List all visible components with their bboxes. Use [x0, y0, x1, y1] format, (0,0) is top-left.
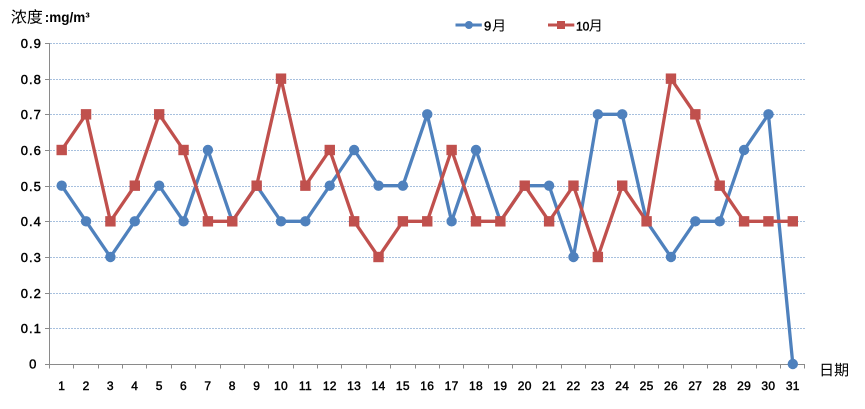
svg-text:0.4: 0.4 [21, 214, 42, 229]
svg-text:24: 24 [615, 379, 629, 393]
svg-text:17: 17 [445, 379, 459, 393]
svg-text:20: 20 [518, 379, 532, 393]
svg-text:19: 19 [493, 379, 507, 393]
svg-text:14: 14 [372, 379, 386, 393]
svg-text:12: 12 [323, 379, 337, 393]
svg-text:0.5: 0.5 [21, 179, 42, 194]
svg-text:9: 9 [484, 19, 491, 34]
svg-text:9: 9 [253, 379, 260, 393]
svg-text:0.2: 0.2 [21, 286, 42, 301]
svg-text:2: 2 [83, 379, 90, 393]
svg-text:29: 29 [737, 379, 751, 393]
svg-text:31: 31 [786, 379, 800, 393]
svg-text:23: 23 [591, 379, 605, 393]
svg-text:1: 1 [58, 379, 65, 393]
svg-text::mg/m³: :mg/m³ [45, 10, 91, 25]
svg-text:11: 11 [299, 379, 312, 393]
svg-text:10: 10 [274, 379, 288, 393]
svg-text:4: 4 [131, 379, 138, 393]
svg-text:30: 30 [761, 379, 775, 393]
svg-text:5: 5 [156, 379, 163, 393]
svg-text:6: 6 [180, 379, 187, 393]
svg-text:25: 25 [640, 379, 654, 393]
svg-text:15: 15 [396, 379, 410, 393]
svg-text:26: 26 [664, 379, 678, 393]
svg-text:18: 18 [469, 379, 483, 393]
svg-text:0.9: 0.9 [21, 36, 42, 51]
svg-text:27: 27 [688, 379, 702, 393]
svg-text:7: 7 [204, 379, 211, 393]
svg-text:22: 22 [567, 379, 581, 393]
svg-text:3: 3 [107, 379, 114, 393]
svg-text:28: 28 [713, 379, 727, 393]
svg-text:8: 8 [229, 379, 236, 393]
svg-text:10: 10 [576, 20, 590, 34]
svg-text:0.6: 0.6 [21, 143, 42, 158]
svg-text:13: 13 [347, 379, 361, 393]
svg-text:0.8: 0.8 [21, 72, 42, 87]
svg-text:0: 0 [29, 357, 36, 372]
svg-text:0.3: 0.3 [21, 250, 42, 265]
svg-text:21: 21 [542, 379, 556, 393]
svg-text:0.7: 0.7 [21, 107, 42, 122]
svg-text:16: 16 [420, 379, 434, 393]
svg-text:0.1: 0.1 [21, 321, 42, 336]
